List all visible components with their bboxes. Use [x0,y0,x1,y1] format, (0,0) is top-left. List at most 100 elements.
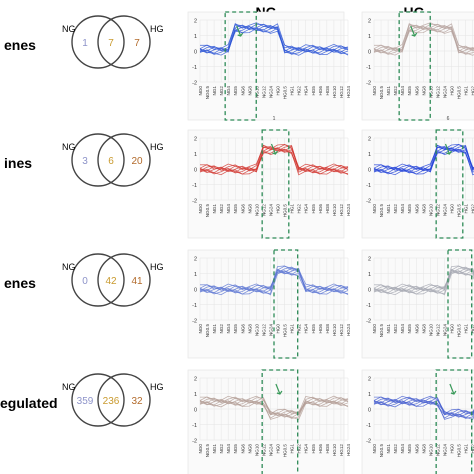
x-tick-label: HG0 [450,444,455,454]
x-tick-label: NG5 [407,444,412,454]
x-tick-label: NG6 [414,324,419,334]
y-tick-label: -2 [192,319,197,325]
y-tick-label: 2 [194,377,197,383]
x-tick-label: NG1 [386,324,391,334]
profile-line [200,22,349,51]
arrow-icon [410,25,418,37]
y-tick-label: 0 [194,168,197,174]
x-tick-label: NG5 [233,204,238,214]
arrow-icon [275,383,283,395]
profile-line [199,27,349,56]
x-tick-label: NG4 [226,444,231,454]
y-tick-label: -2 [366,199,371,205]
highlight-window [273,249,299,359]
x-tick-label: NG1 [386,86,391,96]
x-tick-label: NG1 [212,324,217,334]
venn-circle-ng [71,15,125,69]
x-tick-label: NG12 [435,204,440,216]
x-tick-label: HG24 [346,86,351,98]
y-tick-label: 2 [368,257,371,263]
x-tick-label: HG1 [464,324,469,334]
x-tick-label: HG1 [464,86,469,96]
x-tick-label: NG24 [442,204,447,216]
x-tick-label: HG1 [290,444,295,454]
x-tick-label: HG2 [297,444,302,454]
x-tick-label: NG5 [407,86,412,96]
x-tick-label: NG0 [198,86,203,96]
y-tick-label: 1 [368,392,371,398]
y-tick-label: 2 [368,137,371,143]
profile-line [199,270,349,296]
x-tick-label: NG12 [261,86,266,98]
x-tick-label: NG2 [393,86,398,96]
x-tick-label: NG0 [372,204,377,214]
x-tick-label: HG8 [325,204,330,214]
panel-frame [361,129,474,239]
x-tick-label: HG5 [311,86,316,96]
x-tick-label: NG2 [219,444,224,454]
x-tick-label: HG1 [290,324,295,334]
x-tick-label: HG0.5 [457,444,462,458]
x-tick-label: NG8 [421,444,426,454]
x-tick-label: HG0.5 [457,86,462,100]
x-tick-label: NG24 [442,86,447,98]
x-tick-label: NG12 [435,86,440,98]
x-tick-label: NG10 [428,444,433,456]
x-tick-label: NG1 [212,86,217,96]
x-tick-label: HG0 [276,86,281,96]
y-tick-label: -1 [192,303,197,309]
x-tick-label: NG5 [233,444,238,454]
x-tick-label: HG0 [450,324,455,334]
x-tick-label: NG5 [233,86,238,96]
y-tick-label: 2 [368,377,371,383]
x-tick-label: NG0.5 [379,324,384,338]
profile-line [374,22,474,50]
arrow-icon [444,143,452,155]
panel-frame [187,249,345,359]
x-tick-label: NG12 [435,324,440,336]
x-tick-label: NG8 [421,204,426,214]
x-tick-label: NG5 [407,204,412,214]
venn-circle-ng [71,253,125,307]
x-tick-label: HG24 [346,444,351,456]
x-tick-label: NG10 [254,444,259,456]
y-tick-label: -2 [192,81,197,87]
x-tick-label: HG8 [325,86,330,96]
x-tick-label: HG10 [332,324,337,336]
y-tick-label: 1 [194,392,197,398]
x-tick-label: NG1 [386,204,391,214]
y-tick-label: 0 [368,168,371,174]
venn-circle-hg [97,15,151,69]
x-tick-label: NG12 [261,204,266,216]
x-tick-label: NG0 [372,444,377,454]
x-tick-label: NG0.5 [205,204,210,218]
x-tick-label: NG4 [400,204,405,214]
x-tick-label: NG6 [414,204,419,214]
x-tick-label: NG10 [254,204,259,216]
x-tick-label: NG5 [233,324,238,334]
y-tick-label: -2 [366,319,371,325]
x-tick-label: NG4 [400,86,405,96]
x-tick-label: HG0 [276,324,281,334]
arrow-icon [449,383,457,395]
x-tick-label: HG5 [311,324,316,334]
venn-count-shared: 236 [103,396,120,407]
x-tick-label: NG0 [198,444,203,454]
x-tick-label: NG2 [393,444,398,454]
x-tick-label: NG6 [240,204,245,214]
x-tick-label: HG0 [276,204,281,214]
x-tick-label: NG5 [407,324,412,334]
x-tick-label: HG2 [297,86,302,96]
x-tick-label: HG5 [311,204,316,214]
x-tick-label: NG8 [421,86,426,96]
venn-circle-hg [97,133,151,187]
x-tick-label: HG6 [318,324,323,334]
x-tick-label: HG0.5 [283,204,288,218]
x-tick-label: HG8 [325,324,330,334]
arrow-icon [270,143,278,155]
x-tick-label: NG12 [261,444,266,456]
